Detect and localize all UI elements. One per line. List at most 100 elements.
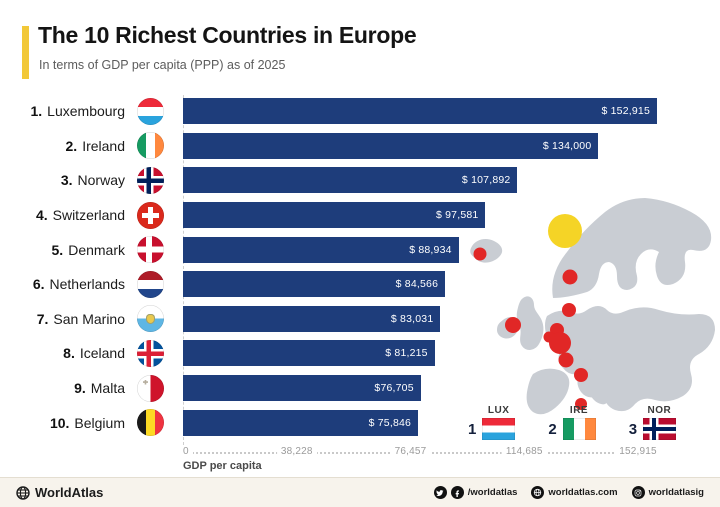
bar-row: 2. Ireland $ 134,000 [15, 129, 705, 164]
bar-row: 9. Malta $76,705 [15, 371, 705, 406]
row-rank: 5. [51, 241, 64, 258]
row-label: 2. Ireland [15, 137, 126, 154]
country-flag-icon [137, 374, 164, 402]
bar-row: 5. Denmark $ 88,934 [15, 232, 705, 267]
bar-value-label: $ 88,934 [409, 243, 452, 256]
social-links: /worldatlas worldatlas.com worldatlasig [433, 486, 704, 499]
row-country: Denmark [68, 241, 125, 258]
twitter-icon[interactable] [433, 486, 447, 499]
country-flag-icon [137, 236, 164, 264]
row-country: Switzerland [52, 207, 125, 224]
country-flag-icon [137, 166, 164, 194]
row-rank: 2. [65, 137, 78, 154]
bar-value-label: $ 152,915 [601, 105, 650, 118]
bar: $ 107,892 [183, 167, 518, 194]
row-country: Norway [77, 172, 125, 189]
bar-value-label: $ 75,846 [368, 416, 412, 429]
worldatlas-globe-icon [16, 485, 30, 500]
bar-row: 4. Switzerland $ 97,581 [15, 198, 705, 233]
bar-row: 3. Norway $ 107,892 [15, 163, 705, 198]
x-axis-tick: 76,457 [390, 446, 431, 457]
page-title: The 10 Richest Countries in Europe [38, 22, 417, 48]
bar-value-label: $ 84,566 [395, 278, 439, 291]
row-label: 1. Luxembourg [15, 103, 125, 119]
row-label: 3. Norway [15, 172, 125, 188]
row-label: 10. Belgium [15, 415, 125, 431]
social-website[interactable]: worldatlas.com [531, 486, 618, 499]
social-website-label: worldatlas.com [548, 487, 618, 498]
bar: $ 83,031 [183, 305, 441, 332]
row-country: Ireland [82, 137, 125, 154]
row-label: 9. Malta [15, 380, 125, 396]
row-rank: 1. [30, 103, 43, 120]
bar: $ 81,215 [183, 340, 435, 367]
x-axis-tick: 38,228 [276, 446, 317, 457]
row-country: San Marino [53, 310, 125, 327]
bar-value-label: $76,705 [374, 382, 414, 395]
row-country: Malta [90, 380, 125, 397]
bar: $ 84,566 [183, 271, 446, 298]
row-country: Luxembourg [47, 103, 125, 120]
bar: $ 75,846 [183, 409, 419, 436]
worldatlas-brand: WorldAtlas [16, 485, 103, 500]
country-flag-icon [137, 132, 164, 160]
brand-name: WorldAtlas [35, 485, 104, 500]
bar-baseline-dashed-line [183, 95, 184, 445]
row-rank: 4. [35, 207, 48, 224]
top3-item: IRE 2 [548, 405, 596, 440]
top3-country-code: LUX [487, 405, 510, 416]
row-label: 4. Switzerland [15, 207, 125, 223]
row-label: 5. Denmark [15, 242, 125, 258]
bar-row: 7. San Marino $ 83,031 [15, 302, 705, 337]
bar-row: 6. Netherlands $ 84,566 [15, 267, 705, 302]
bar-value-label: $ 97,581 [435, 209, 479, 222]
row-rank: 6. [32, 276, 45, 293]
top3-flag-icon [482, 418, 516, 440]
social-instagram-label: worldatlasig [648, 487, 704, 498]
x-axis-tick: 0 [183, 446, 193, 457]
top3-item: NOR 3 [628, 405, 677, 440]
row-country: Iceland [79, 345, 125, 362]
top3-legend: LUX 1 IRE 2 NOR 3 [468, 405, 677, 440]
x-axis: 0 38,228 76,457 114,685 152,915 [183, 445, 661, 459]
row-rank: 8. [63, 345, 75, 362]
bar-chart-rows: 1. Luxembourg $ 152,915 2. Ireland $ 134… [15, 94, 705, 440]
x-axis-tick: 152,915 [615, 446, 661, 457]
row-country: Netherlands [49, 276, 126, 293]
bar-value-label: $ 134,000 [542, 139, 592, 152]
social-worldatlas-handle[interactable]: /worldatlas [433, 486, 518, 499]
country-flag-icon [137, 305, 164, 333]
social-handle-label: /worldatlas [467, 487, 518, 498]
top3-flag-icon [643, 418, 677, 440]
top3-rank: 1 [468, 420, 477, 438]
top3-country-code: IRE [569, 405, 589, 416]
bar-row: 8. Iceland $ 81,215 [15, 336, 705, 371]
social-instagram[interactable]: worldatlasig [631, 486, 704, 499]
bar: $76,705 [183, 375, 421, 402]
globe-icon[interactable] [531, 486, 545, 499]
country-flag-icon [137, 339, 164, 367]
row-label: 7. San Marino [15, 311, 125, 327]
instagram-icon[interactable] [631, 486, 645, 499]
top3-rank: 2 [548, 420, 557, 438]
page-subtitle: In terms of GDP per capita (PPP) as of 2… [39, 58, 286, 72]
country-flag-icon [137, 409, 164, 437]
country-flag-icon [137, 97, 164, 125]
top3-country-code: NOR [647, 405, 672, 416]
facebook-icon[interactable] [450, 486, 464, 499]
top3-rank: 3 [628, 420, 638, 438]
row-country: Belgium [74, 414, 125, 431]
bar-row: 10. Belgium $ 75,846 [15, 405, 705, 440]
row-label: 8. Iceland [15, 345, 125, 361]
bar: $ 134,000 [183, 132, 599, 159]
country-flag-icon [137, 201, 164, 229]
row-rank: 3. [60, 172, 73, 189]
top3-item: LUX 1 [468, 405, 516, 440]
bar-value-label: $ 107,892 [461, 174, 511, 187]
row-rank: 10. [49, 414, 70, 431]
x-axis-tick: 114,685 [501, 446, 547, 457]
title-accent-bar [22, 26, 29, 79]
row-rank: 7. [36, 310, 49, 327]
bar-value-label: $ 83,031 [390, 312, 434, 325]
